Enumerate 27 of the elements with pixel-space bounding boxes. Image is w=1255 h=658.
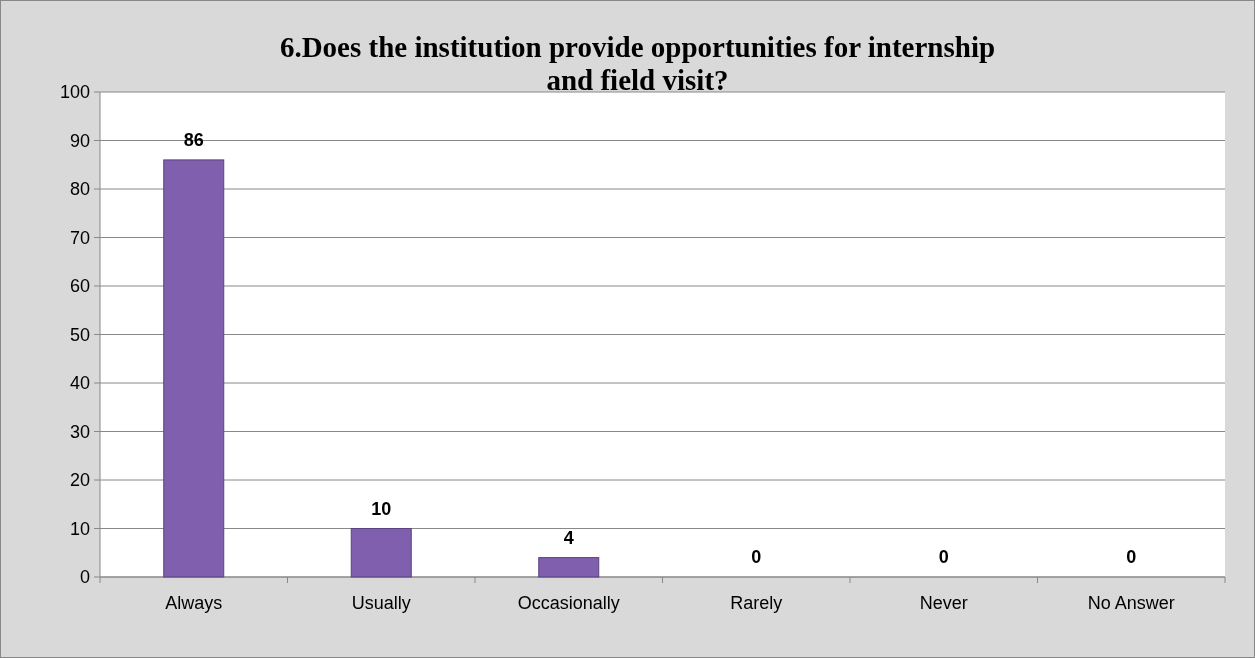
y-tick-label: 50: [69, 324, 90, 345]
data-label: 10: [371, 498, 392, 519]
bar: [538, 557, 600, 578]
data-label: 86: [183, 129, 204, 150]
x-tick-label: Usually: [351, 593, 411, 613]
x-tick-label: Rarely: [730, 593, 783, 613]
y-tick-label: 100: [59, 82, 90, 103]
bar: [350, 528, 412, 578]
x-tick-label: Always: [165, 593, 223, 613]
chart-title: 6.Does the institution provide opportunities for internship and field visit?: [279, 31, 996, 96]
data-label: 0: [938, 547, 949, 567]
y-tick-label: 60: [69, 276, 90, 297]
y-tick-label: 30: [69, 421, 90, 442]
data-label: 0: [751, 547, 762, 567]
x-tick-label: No Answer: [1087, 593, 1175, 613]
y-tick-label: 0: [79, 567, 90, 588]
data-label: 0: [1126, 547, 1137, 567]
y-tick-label: 20: [69, 470, 90, 491]
y-tick-label: 80: [69, 179, 90, 200]
y-tick-label: 70: [69, 227, 90, 248]
y-tick-label: 40: [69, 373, 90, 394]
bar: [163, 159, 225, 578]
data-label: 4: [563, 527, 574, 548]
y-tick-label: 90: [69, 130, 90, 151]
x-tick-label: Never: [919, 593, 968, 613]
x-tick-label: Occasionally: [517, 593, 620, 613]
y-tick-label: 10: [69, 518, 90, 539]
